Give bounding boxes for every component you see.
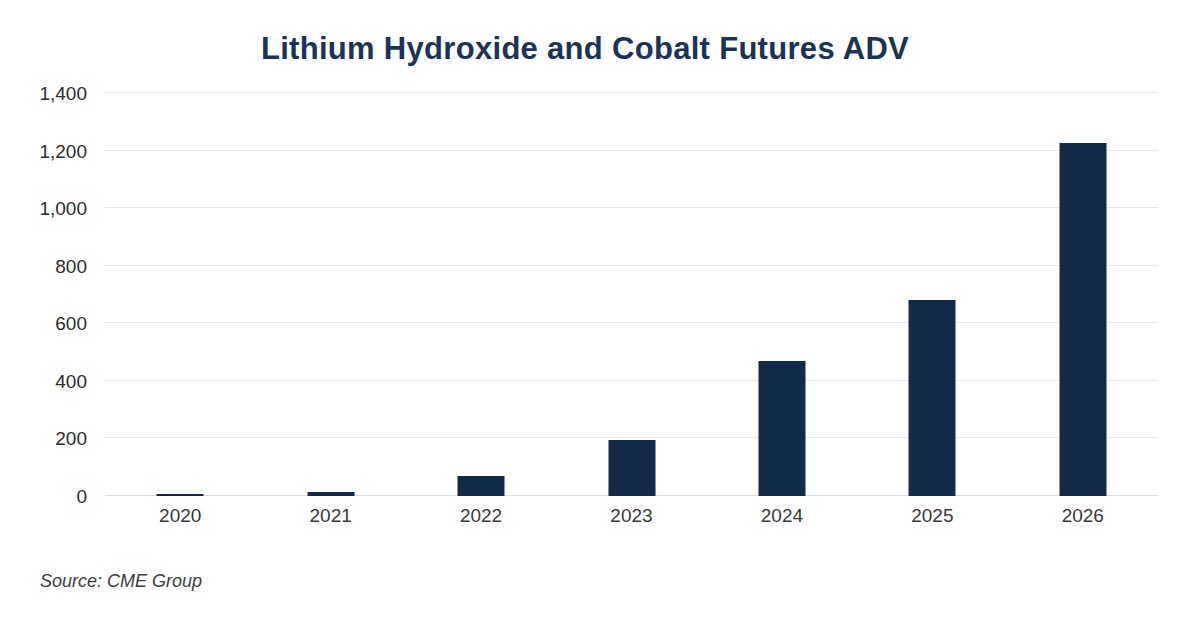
x-tick-label: 2021 <box>310 506 352 525</box>
bar-2026 <box>1059 143 1106 496</box>
y-tick-label: 800 <box>55 256 87 275</box>
x-tick-label: 2023 <box>610 506 652 525</box>
source-note: Source: CME Group <box>40 571 202 592</box>
bar-2020 <box>157 494 204 496</box>
y-tick-label: 0 <box>76 487 87 506</box>
chart-figure: Lithium Hydroxide and Cobalt Futures ADV… <box>0 0 1200 627</box>
y-tick-label: 600 <box>55 314 87 333</box>
gridline <box>105 92 1158 93</box>
bar-2022 <box>458 476 505 496</box>
bar-2023 <box>608 440 655 496</box>
gridline <box>105 265 1158 266</box>
gridline <box>105 437 1158 438</box>
plot-area: 02004006008001,0001,2001,400202020212022… <box>105 93 1158 496</box>
y-tick-label: 400 <box>55 371 87 390</box>
x-tick-label: 2020 <box>159 506 201 525</box>
y-tick-label: 1,200 <box>39 141 87 160</box>
x-tick-label: 2024 <box>761 506 803 525</box>
bar-2021 <box>307 492 354 496</box>
x-tick-label: 2022 <box>460 506 502 525</box>
bar-2024 <box>758 361 805 496</box>
x-tick-label: 2025 <box>911 506 953 525</box>
chart-title: Lithium Hydroxide and Cobalt Futures ADV <box>0 31 1170 67</box>
gridline <box>105 150 1158 151</box>
gridline <box>105 322 1158 323</box>
gridline <box>105 207 1158 208</box>
x-tick-label: 2026 <box>1062 506 1104 525</box>
y-tick-label: 1,000 <box>39 199 87 218</box>
bar-2025 <box>909 300 956 496</box>
gridline <box>105 380 1158 381</box>
y-tick-label: 200 <box>55 429 87 448</box>
y-tick-label: 1,400 <box>39 84 87 103</box>
